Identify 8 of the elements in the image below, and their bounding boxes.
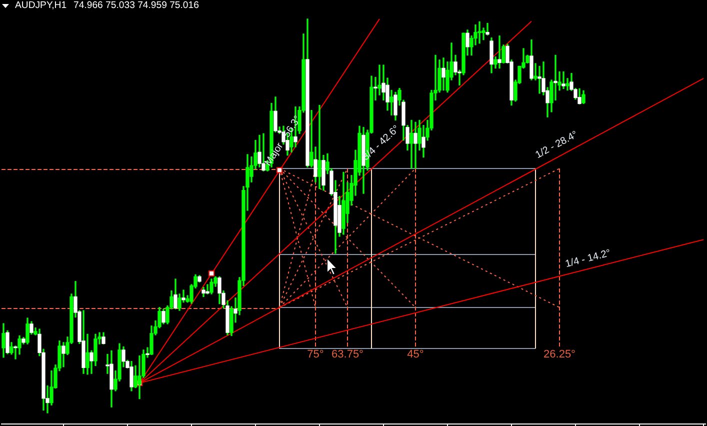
chart-subtitle: 74.966 75.033 74.959 75.016 [74,0,199,12]
annotation: 63.75° [332,348,364,360]
annotation: 45° [407,348,424,360]
annotation: 75° [307,348,324,360]
text: 1/2 - 28.4° [533,129,580,161]
annotation: 26.25° [544,348,576,360]
chart-title: AUDJPY,H1 [15,0,67,12]
text: 1/4 - 14.2° [564,248,612,270]
